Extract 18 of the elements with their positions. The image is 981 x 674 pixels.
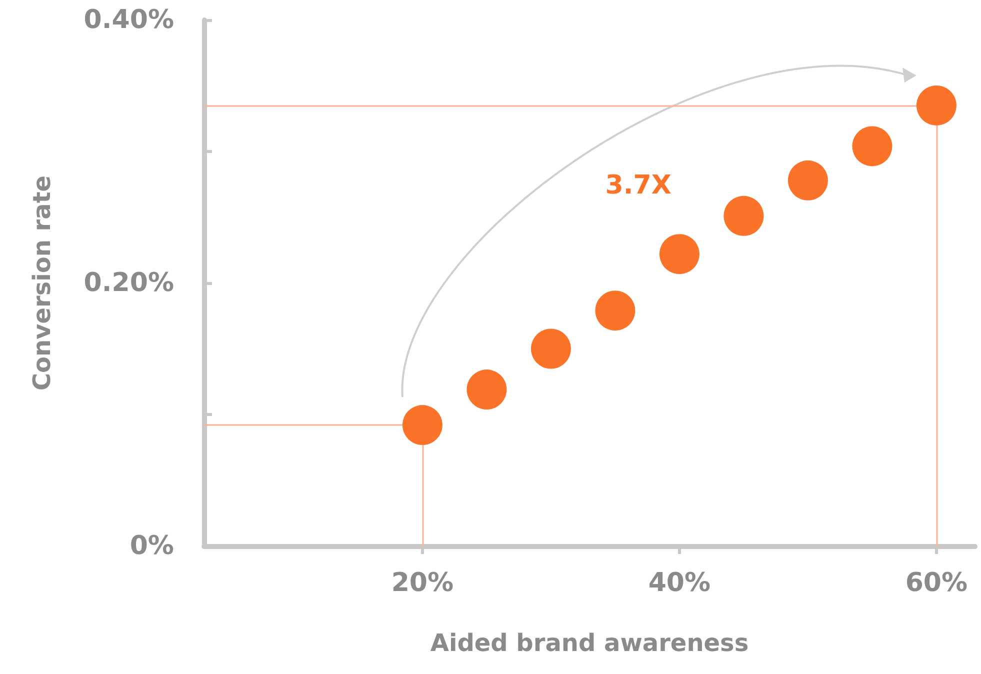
- x-tick-label: 20%: [391, 568, 454, 598]
- point: [724, 196, 764, 236]
- point: [916, 85, 956, 126]
- point: [466, 370, 507, 410]
- point: [852, 126, 892, 166]
- point: [402, 405, 442, 446]
- y-axis-title: Conversion rate: [28, 175, 56, 391]
- y-tick-label: 0%: [130, 531, 174, 561]
- y-tick-label: 0.20%: [84, 268, 174, 298]
- y-tick-label: 0.40%: [84, 5, 174, 35]
- x-tick-label: 40%: [648, 568, 711, 598]
- annotation: 3.7X: [605, 170, 672, 200]
- point: [595, 290, 636, 331]
- x-tick-label: 60%: [905, 568, 968, 598]
- point: [530, 328, 571, 369]
- x-axis-title: Aided brand awareness: [430, 629, 749, 657]
- point: [788, 160, 828, 200]
- point: [659, 234, 700, 274]
